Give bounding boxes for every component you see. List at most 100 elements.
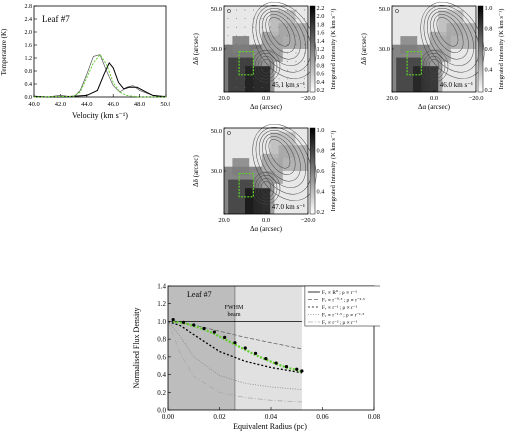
map-grid-dot — [270, 9, 271, 11]
flux-data-point — [274, 361, 278, 365]
map-grid-dot — [278, 9, 280, 11]
flux-x-tick-label: 0.02 — [213, 413, 226, 421]
spectrum-y-ticks: 0.0 0.4 0.8 1.2 1.6 2.0 2.4 2.8 — [25, 4, 37, 101]
flux-beam-label-1: FWHM — [225, 305, 244, 311]
map-contour — [260, 58, 272, 74]
flux-x-tick-label: 0.00 — [162, 413, 175, 421]
spectrum-leaf-label: Leaf #7 — [42, 14, 70, 24]
map-grid-dot — [278, 43, 280, 45]
spectrum-y-tick-label: 2.4 — [25, 17, 33, 23]
map-grid-dot — [295, 86, 297, 88]
flux-data-point — [233, 341, 237, 345]
map-grid-dot — [236, 35, 237, 37]
map-grid-dot — [261, 18, 263, 20]
map-grid-dot — [253, 78, 254, 80]
map-contour — [433, 14, 464, 53]
flux-data-point — [264, 357, 268, 361]
map-intensity-block — [261, 31, 283, 62]
map-colorbar-tick-label: 1.8 — [317, 21, 325, 28]
map-grid-dot — [270, 35, 271, 37]
map-grid-dot — [244, 35, 246, 37]
flux-data-point — [192, 323, 196, 327]
map-grid-dot — [270, 43, 271, 45]
map-colorbar-tick-label: 2.0 — [317, 13, 325, 20]
map-panel-1: 45.1 km s⁻¹ 20.0 0.0 −20.0 Δα (arcsec) 50.0 30… — [190, 0, 350, 122]
spectrum-x-tick-label: 44.0 — [81, 101, 92, 108]
flux-y-ticks: 0.0 0.2 0.4 0.6 0.8 1.0 1.2 1.4 — [157, 283, 171, 415]
map-grid-dot — [295, 18, 297, 20]
flux-svg: 0.00 0.02 0.04 0.06 0.08 0.0 0.2 0.4 0.6 0.8 1.0 1… — [132, 283, 380, 431]
map-intensity-block — [446, 23, 476, 49]
flux-data-point — [223, 335, 227, 339]
map-colorbar-tick-label: 0.4 — [317, 189, 326, 196]
flux-y-tick-label: 0.2 — [157, 389, 166, 397]
map-contour — [422, 52, 446, 80]
map-grid-dot — [270, 78, 271, 80]
map-grid-dot — [278, 86, 280, 88]
spectrum-x-tick-label: 46.0 — [108, 101, 119, 108]
map-colorbar-ticks: 1.0 0.8 0.6 0.4 0.2 — [317, 127, 326, 216]
map-intensity-block — [261, 153, 283, 184]
map-grid-dot — [278, 69, 280, 71]
map-grid-dot — [253, 43, 254, 45]
map-grid-dot — [227, 86, 229, 88]
map-colorbar-tick-label: 1.4 — [317, 38, 326, 45]
flux-x-tick-label: 0.04 — [265, 413, 278, 421]
map-grid-dot — [287, 78, 288, 80]
map-grid-dot — [227, 78, 229, 80]
map-grid-dot — [236, 78, 237, 80]
map-colorbar-tick-label: 1.6 — [317, 30, 325, 37]
map-colorbar-tick-label: 1.2 — [317, 46, 325, 53]
flux-x-tick-label: 0.06 — [316, 413, 329, 421]
map-grid-dot — [227, 43, 229, 45]
map-grid-dot — [270, 52, 271, 54]
map-grid-dot — [278, 78, 280, 80]
map-beam-marker — [227, 131, 231, 135]
map-grid-dot — [261, 52, 263, 54]
map-colorbar-tick-label: 1.0 — [317, 54, 325, 61]
map-y-tick-label: 30.0 — [211, 168, 222, 175]
flux-ylabel: Normalised Flux Density — [132, 308, 141, 389]
spectrum-x-ticks: 40.0 42.0 44.0 46.0 48.0 50.0 — [28, 94, 170, 108]
map-contour — [257, 177, 275, 199]
map-grid-dot — [270, 86, 271, 88]
flux-y-tick-label: 1.2 — [157, 300, 166, 308]
map-grid-dot — [304, 78, 305, 80]
map-grid-dot — [287, 86, 288, 88]
spectrum-x-tick-label: 50.0 — [160, 101, 170, 108]
flux-shaded-regions — [168, 286, 302, 410]
map-grid-dot — [236, 26, 237, 28]
spectrum-green-fit-line — [33, 53, 166, 98]
map-y-ticks: 50.0 30.0 — [211, 127, 226, 215]
flux-beam-shade — [168, 286, 235, 410]
flux-leaf-label: Leaf #7 — [187, 290, 212, 299]
spectrum-observed-line — [33, 54, 167, 98]
map-velocity-label: 47.0 km s⁻¹ — [272, 203, 305, 211]
map-grid-dot — [253, 86, 254, 88]
map-ylabel: Δδ (arcsec) — [192, 154, 200, 186]
map-x-tick-label: −20.0 — [300, 95, 315, 102]
map-contour — [262, 11, 301, 60]
map-contour — [268, 139, 291, 169]
flux-xlabel: Equivalent Radius (pc) — [233, 422, 307, 431]
map-intensity-block — [232, 158, 250, 176]
flux-model-line — [167, 321, 302, 390]
map-grid-dot — [244, 86, 246, 88]
map-grid-dot — [287, 35, 288, 37]
map-grid-dot — [227, 69, 229, 71]
map-x-tick-label: 0.0 — [262, 217, 270, 224]
flux-frame — [167, 285, 375, 411]
spectrum-x-tick-label: 40.0 — [28, 101, 39, 108]
map-contour — [254, 174, 278, 202]
map-colorbar-tick-label: 0.6 — [317, 168, 325, 175]
map-contour — [265, 136, 296, 175]
map-velocity-label: 45.1 km s⁻¹ — [272, 81, 305, 89]
map-grid-dot — [244, 43, 246, 45]
map-grid-dot — [287, 26, 288, 28]
map-xlabel: Δα (arcsec) — [418, 103, 451, 111]
spectrum-x-tick-label: 42.0 — [55, 101, 66, 108]
map-contour — [252, 2, 317, 79]
map-grid-dot — [244, 18, 246, 20]
flux-y-tick-label: 0.4 — [157, 371, 166, 379]
map-grid-dot — [244, 26, 246, 28]
